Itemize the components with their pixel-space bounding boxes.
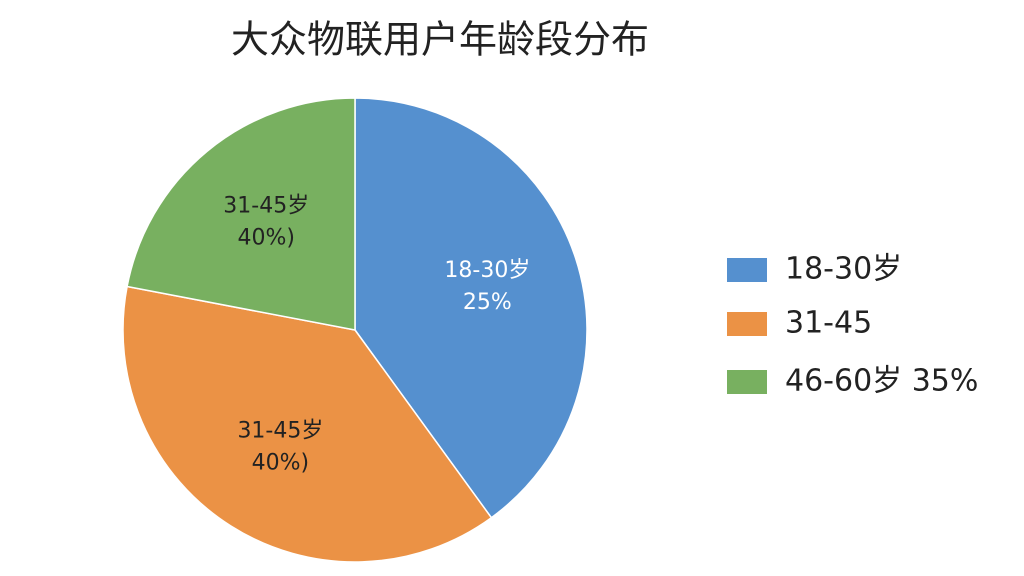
slice-label: 40%) [252,451,309,476]
legend-swatch [727,258,767,282]
chart-title: 大众物联用户年龄段分布 [231,18,649,62]
pie-slice [122,285,493,563]
slice-label: 40%) [238,226,295,251]
slice-label: 25% [463,290,512,315]
legend-label: 31-45 [785,306,872,341]
legend-label: 46-60岁 35% [785,364,978,399]
slice-label: 31-45岁 [223,194,309,219]
slice-label: 18-30岁 [444,258,530,283]
legend-swatch [727,312,767,336]
pie-slice [354,97,588,519]
slice-label: 31-45岁 [237,419,323,444]
legend-label: 18-30岁 [785,252,902,287]
legend-swatch [727,370,767,394]
pie-slice [126,97,356,331]
